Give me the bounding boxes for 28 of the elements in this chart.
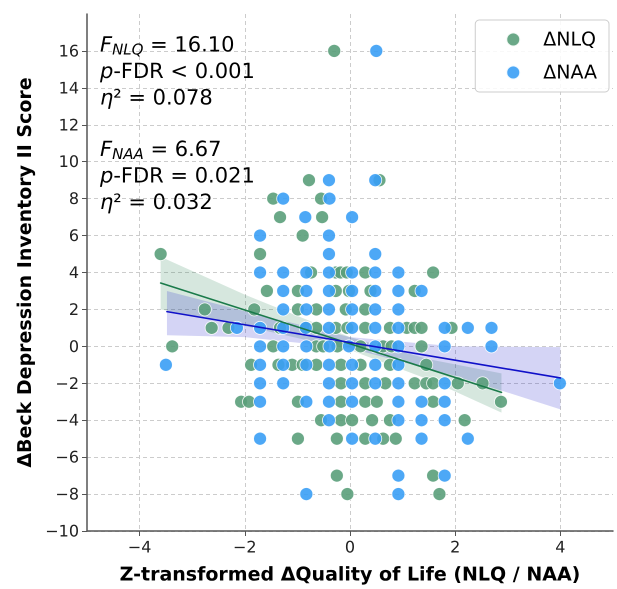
annotation: p-FDR < 0.001 <box>99 59 255 83</box>
x-tick-label: 4 <box>555 538 566 556</box>
y-tick-label: 10 <box>58 152 79 172</box>
legend-label: ΔNLQ <box>543 28 596 50</box>
y-tick-label: 8 <box>68 189 79 208</box>
y-tick-label: 14 <box>58 78 79 98</box>
y-tick-label: −4 <box>55 410 79 430</box>
line-series <box>160 282 502 394</box>
y-tick-label: 2 <box>68 300 79 319</box>
y-tick-label: 6 <box>68 226 79 246</box>
x-tick-label: 2 <box>450 538 460 556</box>
y-tick-label: −2 <box>55 374 79 393</box>
y-tick-label: −6 <box>55 448 79 467</box>
x-tick-label: −2 <box>233 538 257 556</box>
y-tick-label: 16 <box>58 41 79 60</box>
x-tick-label: 0 <box>344 538 356 556</box>
y-tick-label: 12 <box>58 115 79 134</box>
annotation: p-FDR = 0.021 <box>99 164 255 188</box>
y-axis-title: ΔBeck Depression Inventory II Score <box>14 77 36 468</box>
y-tick-label: −8 <box>55 484 79 504</box>
y-tick-label: 4 <box>68 263 79 282</box>
x-tick-label: −4 <box>128 538 152 556</box>
annotation: η² = 0.078 <box>100 86 213 110</box>
legend-label: ΔNAA <box>543 62 597 84</box>
y-tick-label: −10 <box>45 522 79 540</box>
annotation: η² = 0.032 <box>100 190 213 214</box>
x-axis-title: Z-transformed ΔQuality of Life (NLQ / NAA) <box>120 564 580 586</box>
y-tick-label: 0 <box>68 336 79 356</box>
